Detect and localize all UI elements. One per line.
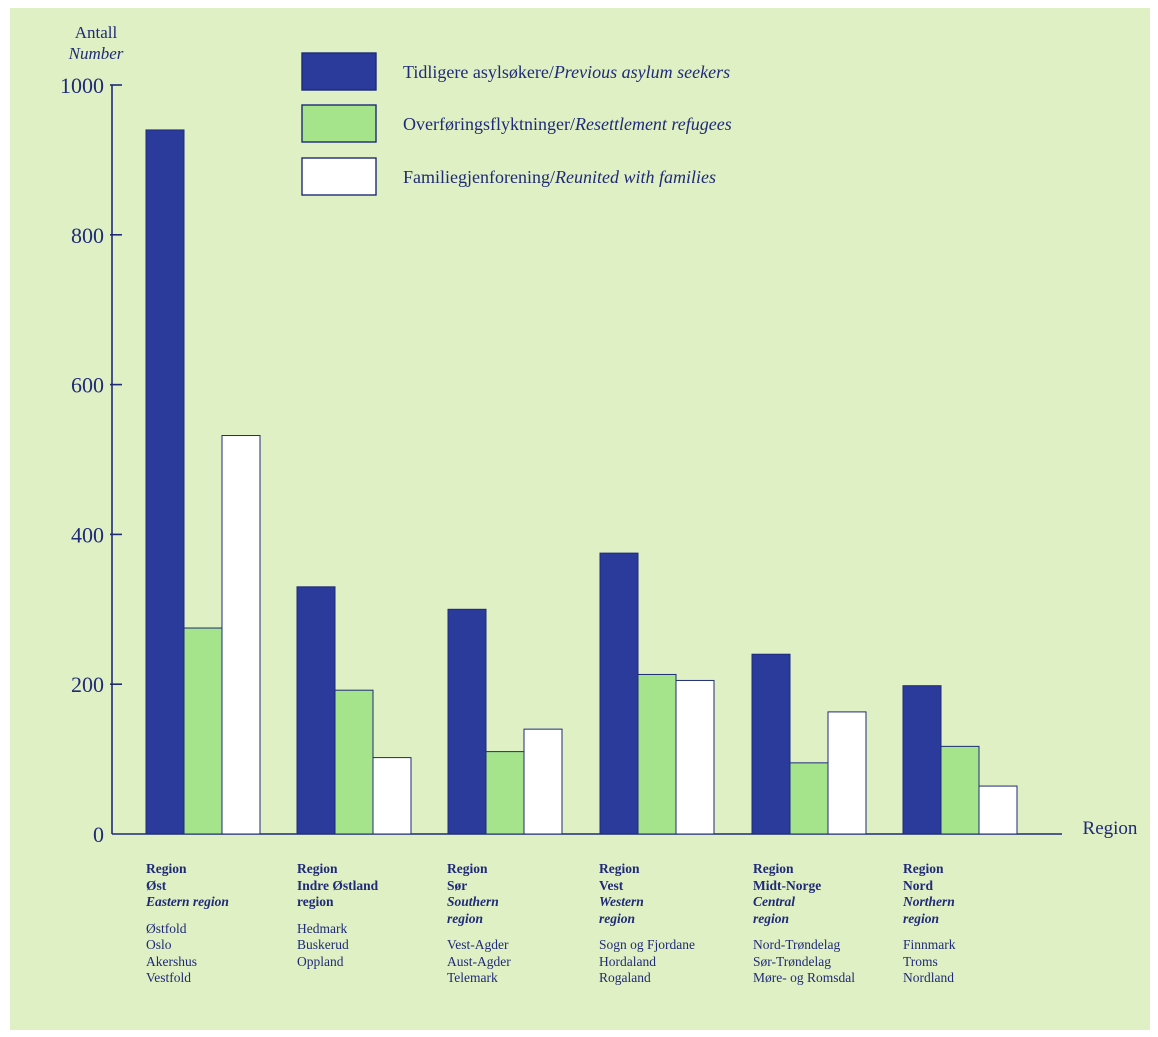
legend-entry: Tidligere asylsøkere/Previous asylum see… [403,62,730,82]
region-label-block: Region Midt-Norge Central region Nord-Trønde… [753,861,855,987]
region-name-english: region [599,910,636,926]
region-name: region [297,894,334,909]
county-name: Aust-Agder [447,953,511,969]
region-label-block: Region Øst Eastern region Østfold Oslo Akersh… [146,861,229,987]
region-name: Nord [903,877,933,893]
region-spacer [599,927,695,937]
region-name-english: Northern [903,894,955,909]
county-name: Oslo [146,937,172,952]
y-axis-label: Antall Number [68,23,124,63]
bar-previous-asylum-4 [751,653,791,835]
bar-previous-asylum-1 [296,586,336,835]
chart-panel: Antall Number 0 200 400 600 800 1000 Region Tidli… [10,8,1150,1030]
legend-entry: Familiegjenforening/Reunited with famili… [403,167,716,187]
county-name: Nordland [903,970,954,985]
region-spacer [753,927,855,937]
y-tick-label: 0 [93,822,104,847]
county-name: Rogaland [599,970,651,985]
legend-entry-english: Resettlement refugees [574,114,732,134]
region-name: Indre Østland [297,877,379,893]
y-axis-label-line: Antall [75,23,118,42]
county-name: Sogn og Fjordane [599,937,695,952]
region-spacer [146,911,229,921]
region-name: Region [599,861,640,876]
bar-family-4 [827,711,867,835]
legend-entry-english: Reunited with families [554,167,716,187]
region-spacer [297,911,378,921]
bar-resettlement-4 [789,762,829,835]
region-label-block: Region Vest Western region Sogn og Fjordane H… [599,861,695,987]
y-tick-label: 800 [71,223,104,248]
county-name: Hordaland [599,953,656,969]
bar-previous-asylum-3 [599,552,639,835]
bar-family-5 [978,785,1018,835]
x-axis-label: Region [1083,818,1138,839]
legend-swatch [301,104,377,143]
region-spacer [447,927,511,937]
county-name: Vestfold [146,970,191,985]
region-name: Region [297,861,338,876]
legend-entry: Overføringsflyktninger/Resettlement refu… [403,114,732,134]
region-name: Region [903,861,944,876]
region-name-english: region [903,910,940,926]
region-name: Sør [447,877,468,893]
region-label-block: Region Sør Southern region Vest-Agder Aust-Ag… [447,861,511,987]
county-name: Sør-Trøndelag [753,953,831,969]
county-name: Buskerud [297,937,349,952]
county-name: Vest-Agder [447,937,509,952]
legend-entry-english: Previous asylum seekers [553,62,730,82]
county-name: Finnmark [903,937,956,952]
region-label-block: Region Nord Northern region Finnmark Troms Nor… [903,861,956,987]
bar-resettlement-5 [940,745,980,835]
county-name: Møre- og Romsdal [753,970,855,985]
region-name-english: region [753,910,790,926]
bar-chart: Antall Number 0 200 400 600 800 1000 Region Tidli… [60,23,1138,847]
region-label-block: Region Indre Østland region Hedmark Buskerud… [297,861,378,970]
county-name: Østfold [146,920,187,936]
county-name: Troms [903,953,938,969]
y-axis-label-line: Number [68,44,124,63]
y-tick-label: 400 [71,522,104,547]
region-name: Midt-Norge [753,877,822,893]
county-name: Hedmark [297,920,348,936]
bar-previous-asylum-2 [447,608,487,835]
bar-resettlement-2 [485,751,525,835]
bar-resettlement-1 [334,689,374,835]
region-name: Øst [146,877,167,893]
bar-family-1 [372,757,412,835]
county-name: Telemark [447,970,498,985]
bar-resettlement-0 [183,627,223,835]
region-name-english: Eastern region [146,894,229,909]
county-name: Oppland [297,953,344,969]
bar-previous-asylum-0 [145,129,185,835]
region-spacer [903,927,956,937]
region-name: Region [447,861,488,876]
bar-family-3 [675,679,715,835]
y-tick-label: 600 [71,373,104,398]
bar-family-2 [523,728,563,835]
region-name: Region [146,861,187,876]
bar-resettlement-3 [637,673,677,835]
legend-swatch [301,157,377,196]
region-name-english: Central [753,894,796,909]
bar-family-0 [221,435,261,835]
legend-entry-norwegian: Familiegjenforening/ [403,167,555,187]
region-name-english: Southern [447,894,499,909]
legend-entry-norwegian: Tidligere asylsøkere/ [403,62,554,82]
y-tick-label: 200 [71,672,104,697]
region-name-english: region [447,910,484,926]
county-name: Akershus [146,953,197,969]
region-name-english: Western [599,894,644,909]
bar-previous-asylum-5 [902,685,942,835]
region-name: Region [753,861,794,876]
legend-entry-norwegian: Overføringsflyktninger/ [403,114,575,134]
legend-swatch [301,52,377,91]
y-tick-label: 1000 [60,73,104,98]
county-name: Nord-Trøndelag [753,937,841,952]
region-name: Vest [599,877,624,893]
